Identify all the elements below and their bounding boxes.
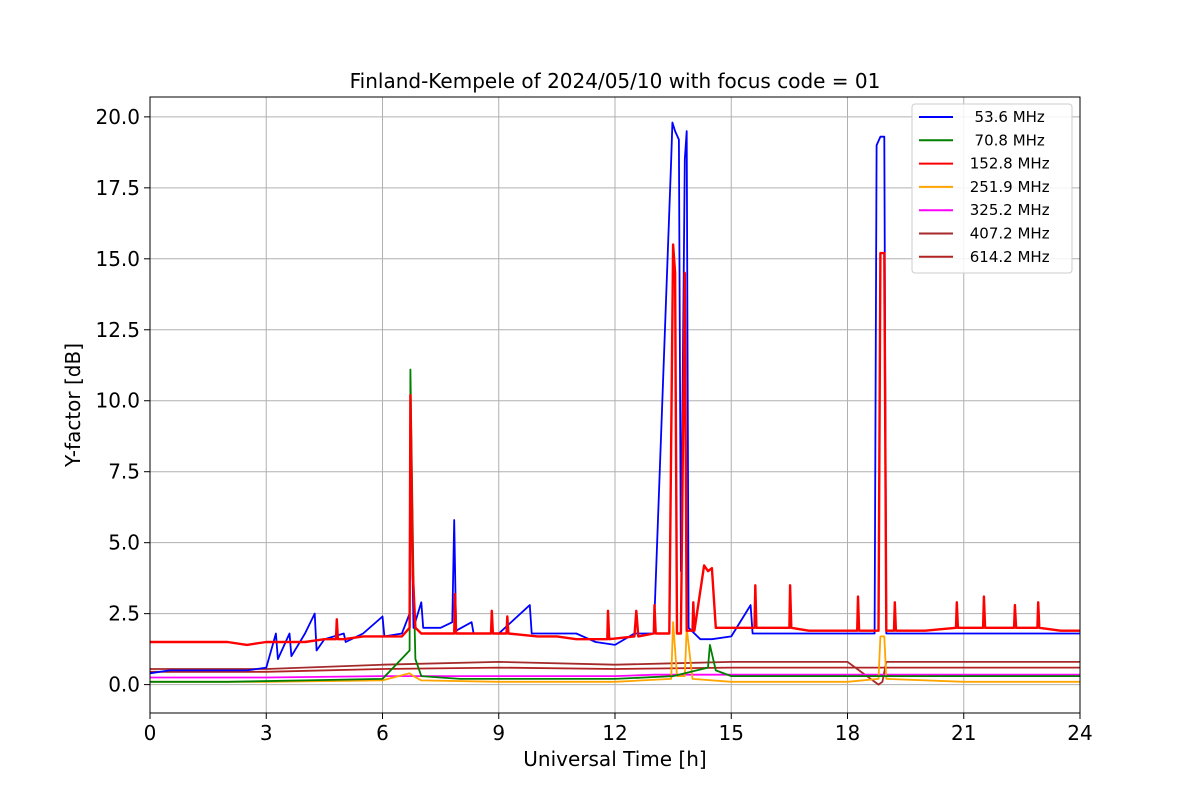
- chart-title: Finland-Kempele of 2024/05/10 with focus…: [350, 69, 881, 93]
- y-tick-label: 0.0: [108, 673, 140, 697]
- legend: 53.6 MHz 70.8 MHz 152.8 MHz 251.9 MHz 32…: [911, 103, 1073, 274]
- y-tick-label: 7.5: [108, 460, 140, 484]
- x-tick-label: 12: [602, 721, 627, 745]
- series-line: [150, 243, 1080, 647]
- series-line: [150, 621, 1080, 683]
- y-tick-label: 5.0: [108, 531, 140, 555]
- series-line: [149, 121, 1080, 675]
- x-tick-label: 21: [951, 721, 976, 745]
- legend-label: 251.9 MHz: [965, 178, 1050, 196]
- series-line: [150, 673, 1080, 679]
- y-tick-label: 17.5: [95, 176, 140, 200]
- legend-label: 614.2 MHz: [965, 248, 1050, 266]
- legend-box: [911, 103, 1073, 274]
- series-line: [150, 666, 1080, 673]
- x-axis-ticks: 0 3 6 9 12 15 18 21 24: [144, 713, 1093, 745]
- y-tick-label: 12.5: [95, 318, 140, 342]
- series-lines: [149, 121, 1080, 686]
- legend-label: 53.6 MHz: [965, 108, 1045, 126]
- x-tick-label: 3: [260, 721, 273, 745]
- y-tick-label: 2.5: [108, 602, 140, 626]
- x-axis-label: Universal Time [h]: [523, 747, 706, 771]
- x-tick-label: 0: [144, 721, 157, 745]
- y-tick-label: 20.0: [95, 105, 140, 129]
- series-line: [150, 368, 1080, 683]
- legend-label: 325.2 MHz: [965, 201, 1050, 219]
- y-tick-label: 15.0: [95, 247, 140, 271]
- x-tick-label: 9: [492, 721, 505, 745]
- x-tick-label: 15: [719, 721, 744, 745]
- y-axis-label: Y-factor [dB]: [61, 343, 85, 468]
- y-axis-ticks: 0.0 2.5 5.0 7.5 10.0 12.5 15.0 17.5 20.0: [95, 105, 150, 697]
- legend-label: 70.8 MHz: [965, 131, 1045, 149]
- y-tick-label: 10.0: [95, 389, 140, 413]
- x-tick-label: 18: [835, 721, 860, 745]
- legend-label: 407.2 MHz: [965, 225, 1050, 243]
- legend-label: 152.8 MHz: [965, 155, 1050, 173]
- x-tick-label: 6: [376, 721, 389, 745]
- x-tick-label: 24: [1067, 721, 1092, 745]
